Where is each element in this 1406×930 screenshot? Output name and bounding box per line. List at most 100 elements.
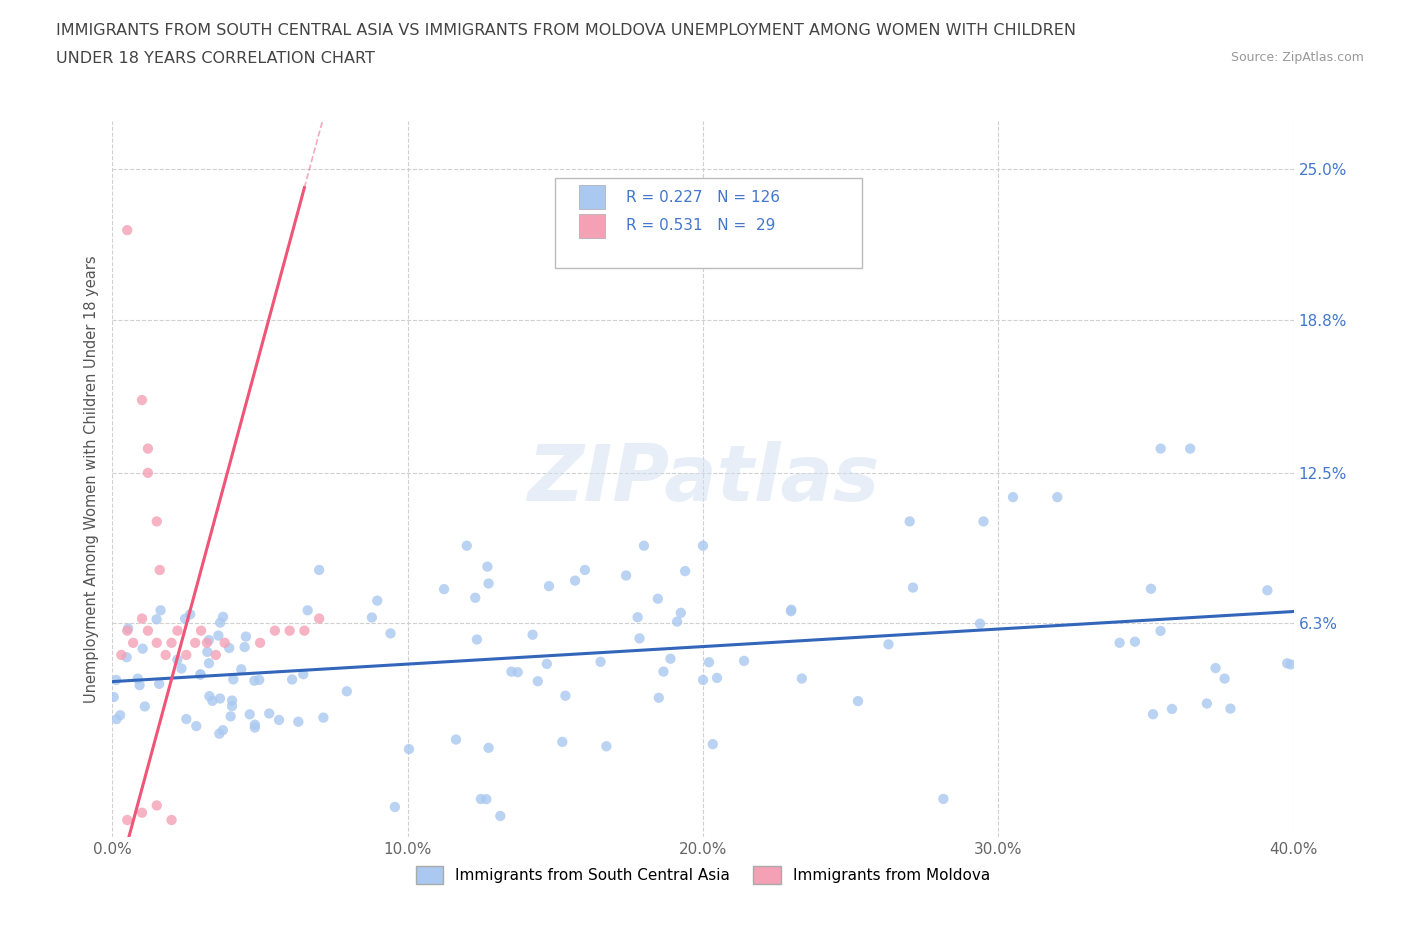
Point (221, 693, 243, 708)
Point (478, 740, 501, 755)
Point (214, 635, 236, 650)
Point (176, 711, 198, 726)
Point (190, 667, 212, 682)
Point (108, 708, 131, 723)
Point (243, 717, 266, 732)
Point (1046, 490, 1069, 505)
Point (1150, 441, 1173, 456)
Point (506, 665, 529, 680)
Point (489, 808, 512, 823)
Point (312, 711, 335, 725)
Point (235, 629, 257, 644)
Point (149, 603, 172, 618)
Point (247, 672, 270, 687)
Point (464, 591, 486, 605)
Point (198, 689, 221, 704)
Point (208, 691, 231, 706)
Point (669, 605, 692, 620)
Point (969, 617, 991, 631)
Point (1149, 623, 1171, 638)
Point (231, 662, 253, 677)
Point (292, 667, 315, 682)
Point (146, 635, 169, 650)
Point (614, 568, 637, 583)
Point (278, 623, 301, 638)
Point (174, 611, 197, 626)
Point (205, 647, 228, 662)
Point (190, 667, 212, 682)
Point (697, 655, 720, 670)
Point (233, 640, 256, 655)
Point (166, 623, 188, 638)
Point (627, 610, 650, 625)
Point (221, 698, 243, 713)
Point (1161, 701, 1184, 716)
Point (790, 671, 813, 686)
Point (170, 661, 193, 676)
Point (297, 603, 319, 618)
Point (117, 623, 138, 638)
Point (692, 538, 714, 553)
Point (267, 712, 290, 727)
Point (659, 651, 682, 666)
FancyBboxPatch shape (579, 185, 605, 209)
Point (186, 719, 208, 734)
Point (117, 222, 138, 237)
Point (554, 688, 576, 703)
Point (1123, 634, 1146, 649)
Point (219, 709, 242, 724)
Point (105, 711, 128, 726)
Point (589, 655, 612, 670)
Point (901, 580, 924, 595)
Point (1142, 707, 1164, 722)
Point (292, 623, 315, 638)
Text: Source: ZipAtlas.com: Source: ZipAtlas.com (1230, 51, 1364, 64)
Point (692, 672, 714, 687)
Text: UNDER 18 YEARS CORRELATION CHART: UNDER 18 YEARS CORRELATION CHART (56, 51, 375, 66)
Point (1140, 581, 1163, 596)
Point (1178, 441, 1201, 456)
Point (1001, 490, 1024, 505)
Point (846, 694, 869, 709)
Point (136, 465, 159, 480)
Point (257, 706, 280, 721)
Point (198, 632, 221, 647)
Point (780, 604, 803, 618)
Point (212, 609, 235, 624)
Point (146, 514, 169, 529)
Point (105, 672, 128, 687)
Point (673, 564, 696, 578)
Point (433, 581, 456, 596)
Point (212, 723, 235, 737)
Point (222, 672, 245, 687)
Point (160, 813, 183, 828)
Point (527, 674, 550, 689)
Point (148, 676, 170, 691)
Point (564, 573, 586, 588)
Point (195, 644, 218, 659)
Point (281, 672, 304, 687)
Point (633, 538, 655, 553)
Point (536, 657, 558, 671)
Text: IMMIGRANTS FROM SOUTH CENTRAL ASIA VS IMMIGRANTS FROM MOLDOVA UNEMPLOYMENT AMONG: IMMIGRANTS FROM SOUTH CENTRAL ASIA VS IM… (56, 23, 1076, 38)
Point (127, 671, 149, 686)
Point (470, 791, 492, 806)
Legend: Immigrants from South Central Asia, Immigrants from Moldova: Immigrants from South Central Asia, Immi… (409, 860, 997, 890)
Point (336, 684, 359, 698)
Point (201, 694, 224, 709)
Point (122, 635, 145, 650)
Point (666, 614, 689, 629)
Point (733, 654, 755, 669)
Point (475, 791, 498, 806)
Y-axis label: Unemployment Among Women with Children Under 18 years: Unemployment Among Women with Children U… (84, 255, 100, 703)
Point (179, 607, 201, 622)
Point (287, 714, 309, 729)
Point (652, 664, 675, 679)
Point (131, 642, 153, 657)
Point (702, 737, 724, 751)
Point (308, 563, 330, 578)
Point (477, 576, 499, 591)
Point (243, 673, 266, 688)
Point (128, 678, 150, 693)
Point (117, 813, 138, 828)
